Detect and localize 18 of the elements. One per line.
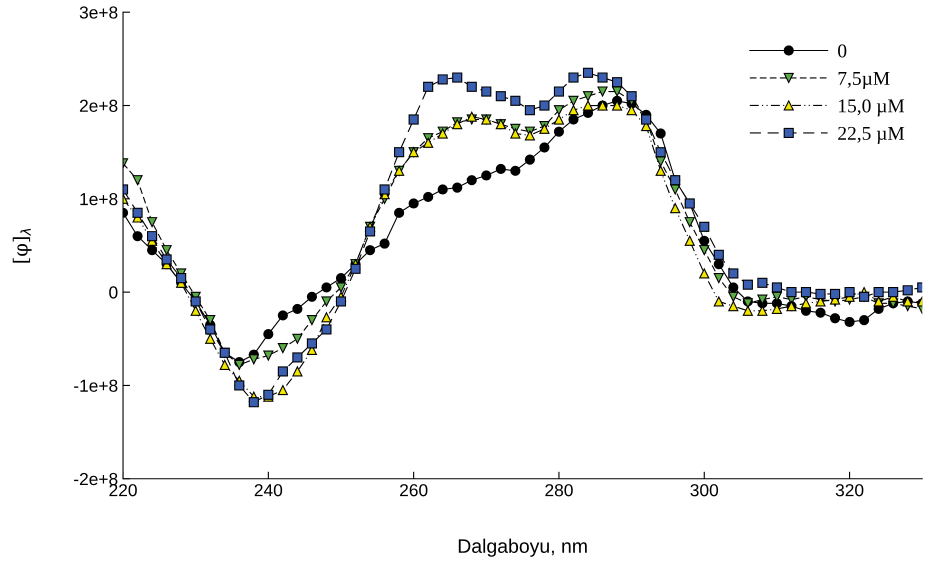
x-tick-label: 260 (400, 484, 428, 496)
legend-label: 7,5µM (838, 72, 890, 89)
x-tick-label: 300 (690, 484, 718, 496)
y-tick-label: 2e+8 (80, 100, 118, 112)
y-tick-label: 1e+8 (80, 192, 118, 206)
x-axis-title: Dalgaboyu, nm (458, 538, 587, 557)
x-tick-label: 280 (545, 484, 573, 496)
x-tick-label: 320 (836, 484, 864, 496)
y-tick-label: 0 (109, 286, 118, 299)
y-tick-label: -2e+8 (74, 472, 118, 486)
x-tick-label: 220 (109, 484, 137, 496)
y-axis-title: [φ]$_{λ}$ (12, 228, 32, 263)
x-tick-label: 240 (254, 484, 282, 496)
y-tick-label: -1e+8 (74, 380, 118, 392)
y-tick-label: 3e+8 (80, 6, 118, 19)
legend-label: 15,0 µM (839, 99, 904, 116)
legend-label: 22,5 µM (838, 126, 904, 144)
legend-label: 0 (838, 44, 846, 58)
